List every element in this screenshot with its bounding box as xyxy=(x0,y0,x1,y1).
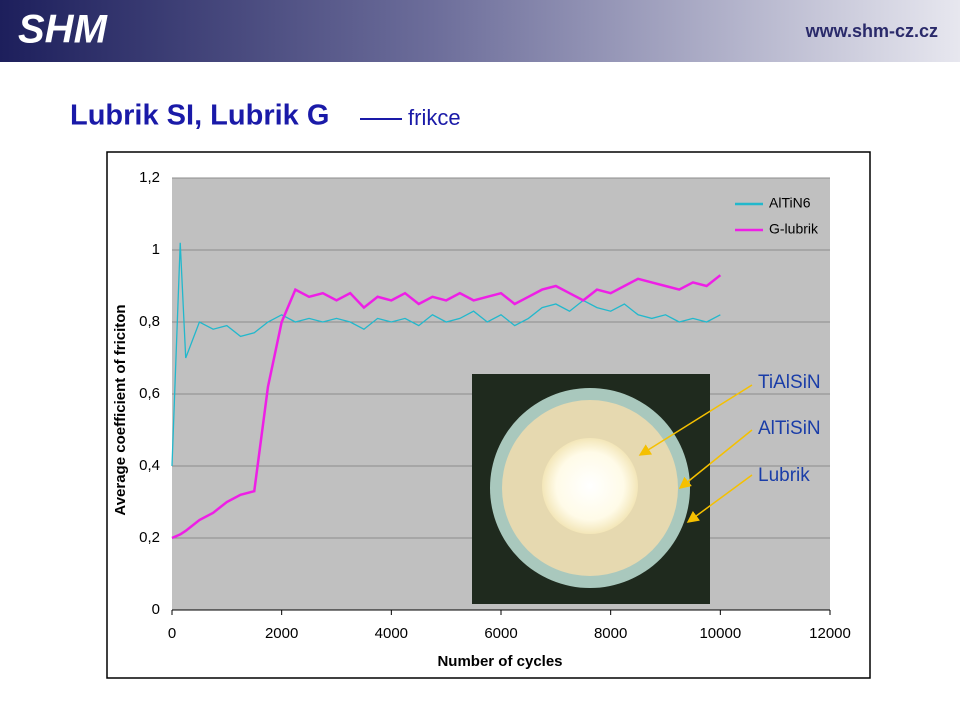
url: www.shm-cz.cz xyxy=(805,21,938,41)
logo: SHM xyxy=(18,8,109,52)
y-tick-label: 0,2 xyxy=(139,529,160,546)
x-axis-title: Number of cycles xyxy=(437,653,562,670)
series-line xyxy=(171,274,722,540)
x-tick-label: 4000 xyxy=(375,625,408,642)
series-line xyxy=(171,242,721,467)
arrow xyxy=(638,384,753,456)
y-tick-label: 1 xyxy=(152,241,160,258)
y-tick-label: 0,6 xyxy=(139,385,160,402)
image-label: AlTiSiN xyxy=(758,418,821,439)
legend-label: AlTiN6 xyxy=(769,195,811,211)
arrow xyxy=(686,474,753,523)
legend-label: G-lubrik xyxy=(769,221,819,237)
y-tick-label: 0 xyxy=(152,601,160,618)
arrow xyxy=(678,429,753,489)
slide-title: Lubrik SI, Lubrik G xyxy=(70,100,329,132)
lines xyxy=(171,242,722,540)
x-tick-label: 2000 xyxy=(265,625,298,642)
ring-inner xyxy=(542,438,638,534)
x-tick-label: 8000 xyxy=(594,625,627,642)
photo xyxy=(472,374,710,604)
y-tick-label: 0,8 xyxy=(139,313,160,330)
x-tick-label: 0 xyxy=(168,625,176,642)
y-tick-label: 1,2 xyxy=(139,169,160,186)
image-label: TiAlSiN xyxy=(758,372,821,393)
y-tick-label: 0,4 xyxy=(139,457,160,474)
slide-subtitle: frikce xyxy=(408,105,461,130)
header-bar xyxy=(0,0,960,62)
y-axis-title: Average coefficient of friciton xyxy=(112,304,129,515)
x-tick-label: 10000 xyxy=(699,625,741,642)
image-label: Lubrik xyxy=(758,465,810,486)
x-tick-label: 12000 xyxy=(809,625,851,642)
x-tick-label: 6000 xyxy=(484,625,517,642)
